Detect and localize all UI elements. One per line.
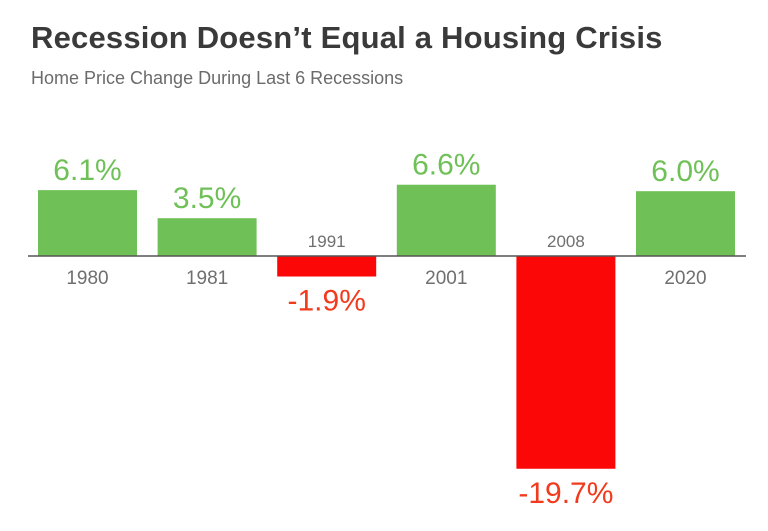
category-label-2001: 2001 [425, 268, 467, 289]
category-label-1991: 1991 [308, 232, 346, 251]
category-label-2008: 2008 [547, 232, 585, 251]
category-label-2020: 2020 [664, 268, 706, 289]
bar-1991 [277, 256, 377, 277]
value-label-2020: 6.0% [651, 155, 719, 188]
chart-title: Recession Doesn’t Equal a Housing Crisis [31, 20, 663, 55]
category-label-1981: 1981 [186, 268, 228, 289]
value-label-1991: -1.9% [288, 285, 366, 318]
value-label-2001: 6.6% [412, 149, 480, 182]
bar-1980 [38, 190, 137, 256]
bar-1981 [157, 218, 257, 256]
value-label-1981: 3.5% [173, 182, 241, 215]
value-label-2008: -19.7% [518, 477, 613, 510]
value-label-1980: 6.1% [53, 154, 121, 187]
chart-subtitle: Home Price Change During Last 6 Recessio… [31, 68, 404, 88]
bar-2001 [396, 184, 496, 256]
bar-2020 [636, 191, 735, 256]
bar-2008 [516, 256, 616, 469]
category-label-1980: 1980 [66, 268, 108, 289]
